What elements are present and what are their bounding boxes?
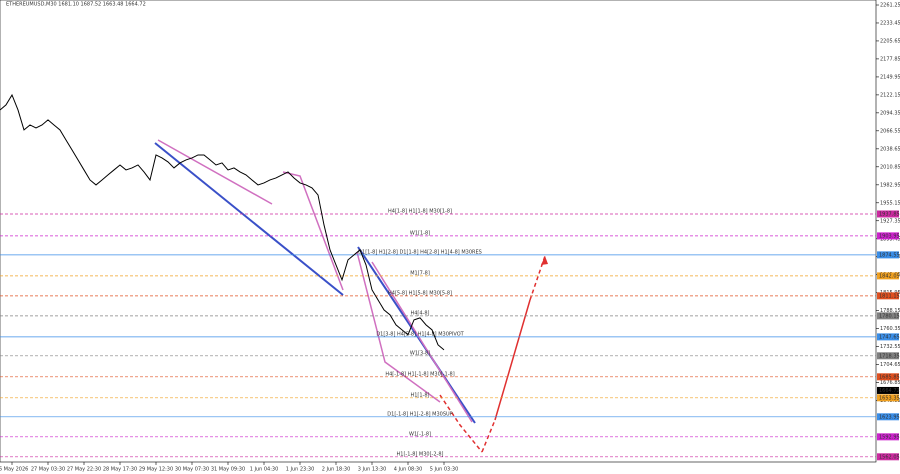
level-label: H4[-1-8] H1[-1-8] M30[-1-8] [385,371,454,377]
price-tag: 1747.65 [879,334,900,340]
y-tick-label: 1927.35 [880,218,900,224]
y-tick-label: 1704.65 [880,362,900,368]
y-tick-label: 1676.85 [880,380,900,386]
price-tag: 1653.35 [879,395,900,401]
projection-arrow [439,394,483,453]
arrow-head [541,256,548,265]
current-price-bg [877,386,899,394]
x-tick-label: 2 Jun 18:30 [322,467,351,473]
y-tick-label: 2122.15 [880,92,900,98]
level-label: D1[1-8] H1[2-8] D1[1-8] H4[2-8] H1[4-8] … [358,249,482,255]
x-tick-label: 1 Jun 23:30 [286,467,315,473]
trend-line [157,139,273,205]
trend-line [154,142,344,296]
price-tag-bg [877,352,899,360]
price-tag: 1903.95 [879,233,900,239]
price-tag-bg [877,333,899,341]
x-tick-label: 31 May 09:30 [211,467,245,473]
y-tick-label: 2094.35 [880,110,900,116]
y-tick-label: 1955.15 [880,200,900,206]
wave-line [371,261,473,423]
plot-frame [0,0,877,463]
y-tick-label: 2066.55 [880,128,900,134]
projection-arrow [481,419,496,453]
level-label: W1[-1-8] [409,431,431,437]
level-label: H4[5-8] H1[5-8] M30[5-8] [388,290,452,296]
price-tag: 1937.85 [879,211,900,217]
x-tick-label: 30 May 07:30 [175,467,209,473]
price-tag-bg [877,373,899,381]
y-tick-label: 1732.55 [880,344,900,350]
level-label: H4[1-8] H1[1-8] M30[1-8] [388,208,452,214]
price-tag-bg [877,453,899,461]
x-tick-label: 27 May 22:30 [67,467,101,473]
y-tick-label: 2261.25 [880,3,900,9]
price-tag: 1718.35 [879,353,900,359]
projection-arrow [494,299,531,421]
price-tag-bg [877,292,899,300]
y-tick-label: 2010.85 [880,164,900,170]
y-tick-label: 1788.15 [880,308,900,314]
level-label: H1[-1-8] M30[-2-8] [397,451,444,457]
x-tick-label: 3 Jun 13:30 [358,467,387,473]
level-label: D1[3-8] H4[5-8] H1[4-8] M30PIVOT [376,331,464,337]
chart-title: ETHEREUMUSD,M30 1681.10 1687.52 1663.48 … [6,2,146,8]
price-tag-bg [877,232,899,240]
price-tag-bg [877,413,899,421]
price-tag: 1842.05 [879,273,900,279]
level-label: M1[7-8] [410,270,430,276]
price-tag-bg [877,394,899,402]
x-tick-label: 26 May 2026 [0,467,28,473]
y-tick-label: 1760.35 [880,326,900,332]
x-tick-label: 28 May 17:30 [103,467,137,473]
price-tag: 1811.15 [879,293,900,299]
drawings [154,139,548,453]
y-tick-label: 2177.85 [880,56,900,62]
y-tick-label: 2149.95 [880,74,900,80]
price-tag-bg [877,433,899,441]
x-tick-label: 5 Jun 03:30 [430,467,459,473]
price-tag: 1623.95 [879,414,900,420]
current-price-tag: 1664.72 [879,388,900,394]
price-tag: 1780.15 [879,313,900,319]
price-tag-bg [877,272,899,280]
wave-line [356,251,441,403]
level-label: W1[1-8] [410,230,430,236]
level-label: W1[3-8] [410,350,430,356]
y-tick-label: 1982.95 [880,182,900,188]
price-tag-bg [877,312,899,320]
y-tick-label: 2038.65 [880,146,900,152]
y-tick-label: 2205.65 [880,38,900,44]
price-tag: 1685.85 [879,374,900,380]
y-tick-label: 2233.45 [880,20,900,26]
level-label: D1[-1-8] H1[-2-8] M30SUP [387,411,452,417]
price-tag: 1874.55 [879,252,900,258]
level-label: H1[1-8] [410,392,429,398]
trend-line [357,246,476,424]
price-tag: 1562.05 [879,454,900,460]
price-tag: 1592.95 [879,434,900,440]
price-tag-bg [877,210,899,218]
price-tag-bg [877,251,899,259]
x-tick-label: 1 Jun 04:30 [250,467,279,473]
wave-line [282,171,344,291]
x-tick-label: 27 May 03:30 [31,467,65,473]
x-tick-label: 29 May 12:30 [139,467,173,473]
price-line [0,93,445,351]
level-label: H4[4-8] [410,310,429,316]
x-tick-label: 4 Jun 08:30 [394,467,423,473]
